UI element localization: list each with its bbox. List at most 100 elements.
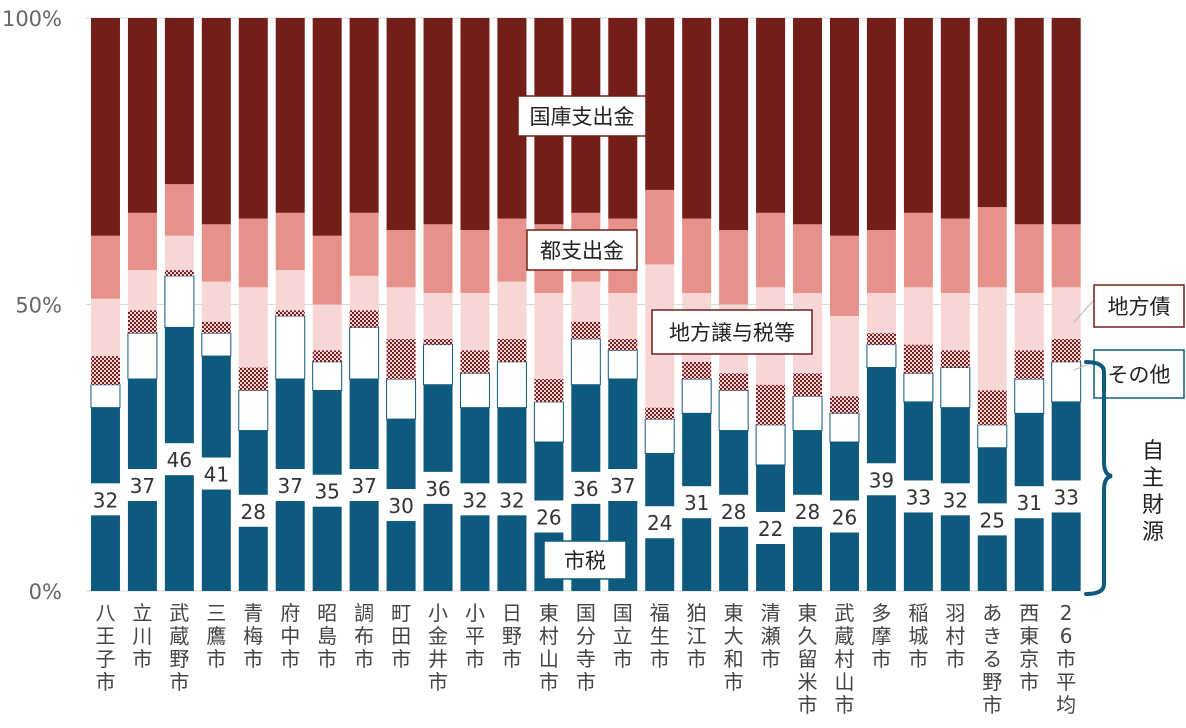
- data-label: 33: [1053, 485, 1078, 509]
- bar-chihosai: [571, 321, 601, 339]
- bar-sonota: [681, 378, 712, 414]
- x-tick-label: 福生市: [650, 601, 670, 671]
- annotation-sonota: その他: [1073, 349, 1185, 399]
- bar-chihosai: [1051, 338, 1081, 362]
- bar-toshishutsu: [312, 235, 342, 305]
- x-tick-label: 日野市: [502, 601, 522, 671]
- bar-toshishutsu: [756, 212, 786, 288]
- bar-kokko: [90, 18, 120, 236]
- bar-sonota: [1014, 378, 1045, 414]
- bar-toshishutsu: [164, 184, 194, 236]
- bar-sonota: [386, 378, 417, 420]
- bar-chihosai: [903, 344, 933, 374]
- bar-chihosai: [238, 367, 268, 391]
- bar-chihosai: [829, 396, 859, 414]
- y-tick-label: 0%: [29, 580, 62, 604]
- bar-kokko: [866, 18, 896, 231]
- x-tick-label: 調布市: [354, 601, 374, 671]
- bar-toshishutsu: [127, 212, 157, 271]
- bar-sonota: [903, 372, 934, 403]
- data-label-bg: [753, 511, 788, 544]
- data-label-bg: [199, 457, 234, 490]
- bar-kokko: [829, 18, 859, 236]
- data-label-bg: [531, 500, 566, 533]
- bar-sonota: [644, 418, 675, 454]
- annotation-kokko-text: 国庫支出金: [530, 105, 635, 129]
- data-label: 37: [130, 474, 155, 498]
- data-label-bg: [679, 486, 714, 519]
- bar-chihosai: [497, 338, 527, 362]
- bar-joyozei: [829, 315, 859, 397]
- bar-sonota: [349, 326, 380, 380]
- x-tick-label: 立川市: [132, 601, 152, 671]
- annotation-shizei: 市税: [543, 540, 627, 580]
- bar-kokko: [793, 18, 823, 225]
- bar-toshishutsu: [903, 212, 933, 288]
- bar-chihosai: [682, 361, 712, 379]
- data-label: 28: [241, 500, 266, 524]
- bar-toshishutsu: [423, 224, 453, 294]
- bar-chihosai: [423, 338, 453, 345]
- bar-joyozei: [127, 270, 157, 311]
- bar-chihosai: [719, 373, 749, 391]
- bar-joyozei: [866, 293, 896, 334]
- x-tick-label: 東村山市: [539, 601, 559, 694]
- bar-sonota: [127, 332, 158, 380]
- x-tick-label: あきる野市: [982, 601, 1002, 717]
- data-label: 37: [277, 474, 302, 498]
- bar-kokko: [312, 18, 342, 236]
- annotation-toshishutsu: 都支出金: [526, 229, 638, 271]
- bar-joyozei: [608, 293, 638, 339]
- bar-joyozei: [571, 281, 601, 322]
- bar-toshishutsu: [460, 230, 490, 294]
- annotation-joyozei-text: 地方譲与税等: [669, 321, 795, 345]
- annotation-joyozei: 地方譲与税等: [651, 309, 813, 355]
- x-tick-label: 武蔵野市: [169, 601, 189, 694]
- bar-toshishutsu: [275, 212, 305, 271]
- data-label: 22: [758, 517, 783, 541]
- x-tick-label: 多摩市: [871, 601, 891, 671]
- bar-toshishutsu: [682, 218, 712, 294]
- data-label: 32: [943, 488, 968, 512]
- bar-toshishutsu: [90, 235, 120, 299]
- bar-chihosai: [386, 338, 416, 379]
- bar-joyozei: [201, 281, 231, 322]
- annotation-kokko: 国庫支出金: [517, 95, 647, 137]
- x-tick-label: 昭島市: [317, 601, 337, 671]
- bar-chihosai: [940, 350, 970, 368]
- data-label: 30: [388, 494, 413, 518]
- bar-kokko: [903, 18, 933, 213]
- x-tick-label: 小金井市: [428, 601, 448, 694]
- bar-toshishutsu: [645, 189, 675, 265]
- bar-kokko: [719, 18, 749, 231]
- bar-sonota: [533, 401, 564, 443]
- bar-toshishutsu: [201, 224, 231, 282]
- bar-kokko: [1014, 18, 1044, 225]
- bar-kokko: [349, 18, 379, 213]
- data-label-bg: [236, 494, 271, 527]
- data-label-bg: [494, 483, 529, 516]
- bar-sonota: [459, 372, 490, 409]
- bar-chihosai: [275, 310, 305, 316]
- x-tick-label: 八王子市: [95, 601, 115, 694]
- data-label-bg: [384, 489, 419, 522]
- bar-chihosai: [164, 270, 194, 276]
- y-axis: 0% 50% 100%: [2, 7, 62, 604]
- bar-toshishutsu: [719, 230, 749, 305]
- annotation-sonota-text: その他: [1108, 363, 1171, 387]
- data-label-bg: [347, 468, 382, 501]
- bar-chihosai: [312, 350, 342, 362]
- bar-chihosai: [127, 310, 157, 334]
- bar-chihosai: [793, 373, 823, 397]
- data-label-bg: [125, 468, 160, 501]
- bar-toshishutsu: [977, 207, 1007, 288]
- bar-chihosai: [866, 333, 896, 345]
- bar-sonota: [201, 332, 232, 357]
- bar-sonota: [90, 384, 121, 409]
- x-tick-label: 府中市: [280, 601, 300, 671]
- bar-toshishutsu: [866, 230, 896, 294]
- bar-joyozei: [1051, 287, 1081, 339]
- bar-sonota: [607, 349, 638, 380]
- bar-sonota: [496, 361, 527, 409]
- bar-sonota: [312, 361, 343, 391]
